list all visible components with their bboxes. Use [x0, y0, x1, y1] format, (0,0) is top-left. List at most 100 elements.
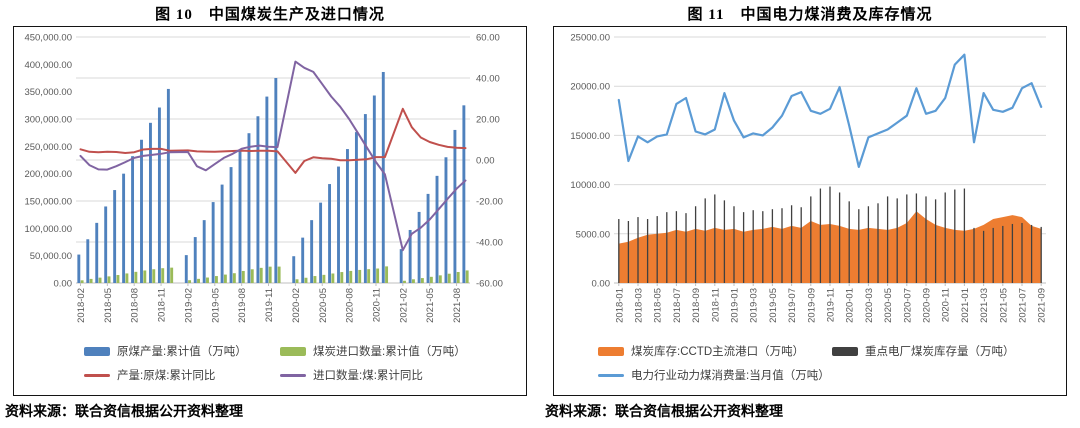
svg-text:2019-01: 2019-01	[730, 288, 741, 323]
legend-label: 重点电厂煤炭库存量（万吨）	[865, 346, 1015, 358]
svg-text:-40.00: -40.00	[476, 238, 503, 249]
svg-text:2018-02: 2018-02	[76, 288, 87, 323]
svg-text:0.00: 0.00	[54, 279, 73, 290]
svg-text:2018-05: 2018-05	[653, 288, 664, 323]
right-y-axis: -60.00 -40.00 -20.00 0.00 20.00 40.00 60.00	[476, 33, 503, 290]
svg-text:2021-02: 2021-02	[398, 288, 409, 323]
svg-text:2019-07: 2019-07	[787, 288, 798, 323]
power-coal-consumption-inventory-chart: 0.00 5000.00 10000.00 15000.00 20000.00 25000…	[570, 33, 1048, 323]
svg-text:2020-02: 2020-02	[291, 288, 302, 323]
svg-text:2021-01: 2021-01	[960, 288, 971, 323]
svg-text:2020-11: 2020-11	[941, 288, 952, 322]
legend-label: 煤炭进口数量:累计值（万吨）	[313, 346, 466, 358]
svg-text:2021-05: 2021-05	[998, 288, 1009, 323]
legend-item-coal-import-bars: 煤炭进口数量:累计值（万吨）	[280, 343, 476, 359]
svg-text:2018-05: 2018-05	[103, 288, 114, 323]
legend-row: 产量:原煤:累计同比 进口数量:煤:累计同比	[14, 363, 526, 387]
svg-text:20.00: 20.00	[476, 115, 500, 126]
svg-text:450,000.00: 450,000.00	[24, 33, 72, 44]
figure-11-panel: 图 11 中国电力煤消费及库存情况 0.00 5000.00 10000.00 150…	[540, 0, 1080, 428]
svg-text:60.00: 60.00	[476, 33, 500, 44]
x-axis: 2018-01 2018-03 2018-05 2018-07 2018-09 2018-…	[614, 283, 1048, 323]
svg-text:0.00: 0.00	[476, 156, 495, 167]
figure-10-chart-box: 0.00 50,000.00 100,000.00 150,000.00 200,000…	[13, 26, 527, 396]
port-inventory-area-swatch	[598, 346, 624, 356]
svg-text:20000.00: 20000.00	[570, 82, 610, 93]
legend-label: 煤炭库存:CCTD主流港口（万吨）	[631, 346, 805, 358]
svg-text:350,000.00: 350,000.00	[24, 87, 72, 98]
svg-text:2021-05: 2021-05	[425, 288, 436, 323]
x-axis: 2018-02 2018-05 2018-08 2018-11 2019-02 2019-…	[76, 283, 463, 323]
svg-text:400,000.00: 400,000.00	[24, 60, 72, 71]
legend-item-port-inventory-area: 煤炭库存:CCTD主流港口（万吨）	[598, 343, 832, 359]
legend-row: 原煤产量:累计值（万吨） 煤炭进口数量:累计值（万吨）	[14, 339, 526, 363]
svg-text:2019-11: 2019-11	[264, 288, 275, 322]
svg-text:2019-02: 2019-02	[183, 288, 194, 323]
svg-text:0.00: 0.00	[592, 279, 611, 290]
import-yoy-line-swatch	[280, 373, 306, 377]
legend-row: 煤炭库存:CCTD主流港口（万吨） 重点电厂煤炭库存量（万吨）	[554, 339, 1066, 363]
svg-text:2021-08: 2021-08	[452, 288, 463, 323]
coal-import-bars-swatch	[280, 346, 306, 356]
svg-text:200,000.00: 200,000.00	[24, 169, 72, 180]
left-y-axis: 0.00 50,000.00 100,000.00 150,000.00 200,000…	[24, 33, 72, 290]
figure-11-source: 资料来源：联合资信根据公开资料整理	[545, 405, 783, 420]
svg-text:50,000.00: 50,000.00	[30, 251, 72, 262]
figure-10-panel: 图 10 中国煤炭生产及进口情况 0.00 50,000.00 100,000.00…	[5, 7, 527, 420]
figure-11-legend: 煤炭库存:CCTD主流港口（万吨） 重点电厂煤炭库存量（万吨） 电力行业动力煤消费量…	[554, 339, 1066, 395]
svg-text:2020-11: 2020-11	[371, 288, 382, 322]
svg-text:2019-08: 2019-08	[237, 288, 248, 323]
svg-text:2019-03: 2019-03	[749, 288, 760, 323]
figure-10-title: 图 10 中国煤炭生产及进口情况	[155, 7, 385, 23]
raw-coal-production-bars-swatch	[84, 346, 110, 356]
coal-production-import-chart: 0.00 50,000.00 100,000.00 150,000.00 200,000…	[24, 33, 503, 323]
svg-text:250,000.00: 250,000.00	[24, 142, 72, 153]
legend-item-import-yoy-line: 进口数量:煤:累计同比	[280, 367, 476, 383]
svg-text:2020-05: 2020-05	[883, 288, 894, 323]
plant-inventory-bars	[618, 186, 1042, 283]
svg-text:2018-07: 2018-07	[672, 288, 683, 323]
legend-item-consumption-line: 电力行业动力煤消费量:当月值（万吨）	[598, 367, 866, 383]
y-axis: 0.00 5000.00 10000.00 15000.00 20000.00 25000…	[570, 33, 610, 290]
svg-text:2021-07: 2021-07	[1018, 288, 1029, 323]
svg-text:300,000.00: 300,000.00	[24, 115, 72, 126]
consumption-line	[617, 53, 1043, 168]
legend-label: 产量:原煤:累计同比	[117, 370, 216, 382]
coal-import-bars	[80, 266, 469, 283]
figure-10-legend: 原煤产量:累计值（万吨） 煤炭进口数量:累计值（万吨） 产量:原煤:累计同比 进口数量…	[14, 339, 526, 395]
figure-10-source: 资料来源：联合资信根据公开资料整理	[5, 405, 243, 420]
production-yoy-line-swatch	[84, 373, 110, 377]
legend-row: 电力行业动力煤消费量:当月值（万吨）	[554, 363, 1066, 387]
legend-label: 原煤产量:累计值（万吨）	[117, 346, 247, 358]
svg-text:-60.00: -60.00	[476, 279, 503, 290]
svg-text:2018-08: 2018-08	[130, 288, 141, 323]
raw-coal-production-bars	[77, 71, 466, 284]
svg-text:5000.00: 5000.00	[576, 229, 610, 240]
svg-text:2020-05: 2020-05	[318, 288, 329, 323]
plant-inventory-bars-swatch	[832, 346, 858, 356]
legend-label: 电力行业动力煤消费量:当月值（万吨）	[631, 370, 830, 382]
svg-text:2021-03: 2021-03	[979, 288, 990, 323]
svg-text:150,000.00: 150,000.00	[24, 197, 72, 208]
production-yoy-line	[79, 107, 467, 174]
svg-text:2020-09: 2020-09	[922, 288, 933, 323]
svg-text:2019-05: 2019-05	[210, 288, 221, 323]
figure-11-title: 图 11 中国电力煤消费及库存情况	[687, 7, 933, 23]
legend-item-plant-inventory-bars: 重点电厂煤炭库存量（万吨）	[832, 343, 1066, 359]
svg-text:2020-01: 2020-01	[845, 288, 856, 323]
svg-text:2018-11: 2018-11	[710, 288, 721, 322]
svg-text:2020-03: 2020-03	[864, 288, 875, 323]
svg-text:2020-07: 2020-07	[902, 288, 913, 323]
svg-text:100,000.00: 100,000.00	[24, 224, 72, 235]
svg-text:-20.00: -20.00	[476, 197, 503, 208]
svg-text:40.00: 40.00	[476, 74, 500, 85]
svg-text:2018-01: 2018-01	[614, 288, 625, 323]
import-yoy-line	[79, 60, 467, 252]
svg-text:10000.00: 10000.00	[570, 180, 610, 191]
figure-11-chart-box: 0.00 5000.00 10000.00 15000.00 20000.00 25000…	[553, 26, 1067, 396]
svg-text:2020-08: 2020-08	[345, 288, 356, 323]
svg-text:2021-09: 2021-09	[1037, 288, 1048, 323]
svg-text:15000.00: 15000.00	[570, 131, 610, 142]
legend-label: 进口数量:煤:累计同比	[313, 370, 423, 382]
